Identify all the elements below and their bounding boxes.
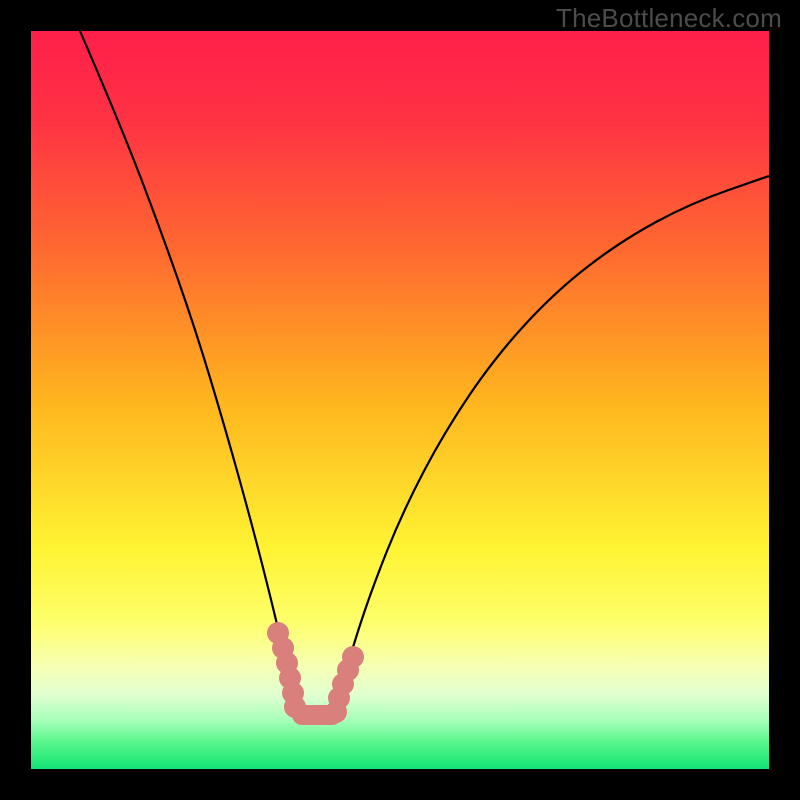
marker-dot-left: [284, 696, 306, 718]
marker-dot-right: [342, 646, 364, 668]
plot-area: [31, 31, 769, 769]
plot-svg: [31, 31, 769, 769]
gradient-background: [31, 31, 769, 769]
watermark-text: TheBottleneck.com: [556, 3, 782, 34]
